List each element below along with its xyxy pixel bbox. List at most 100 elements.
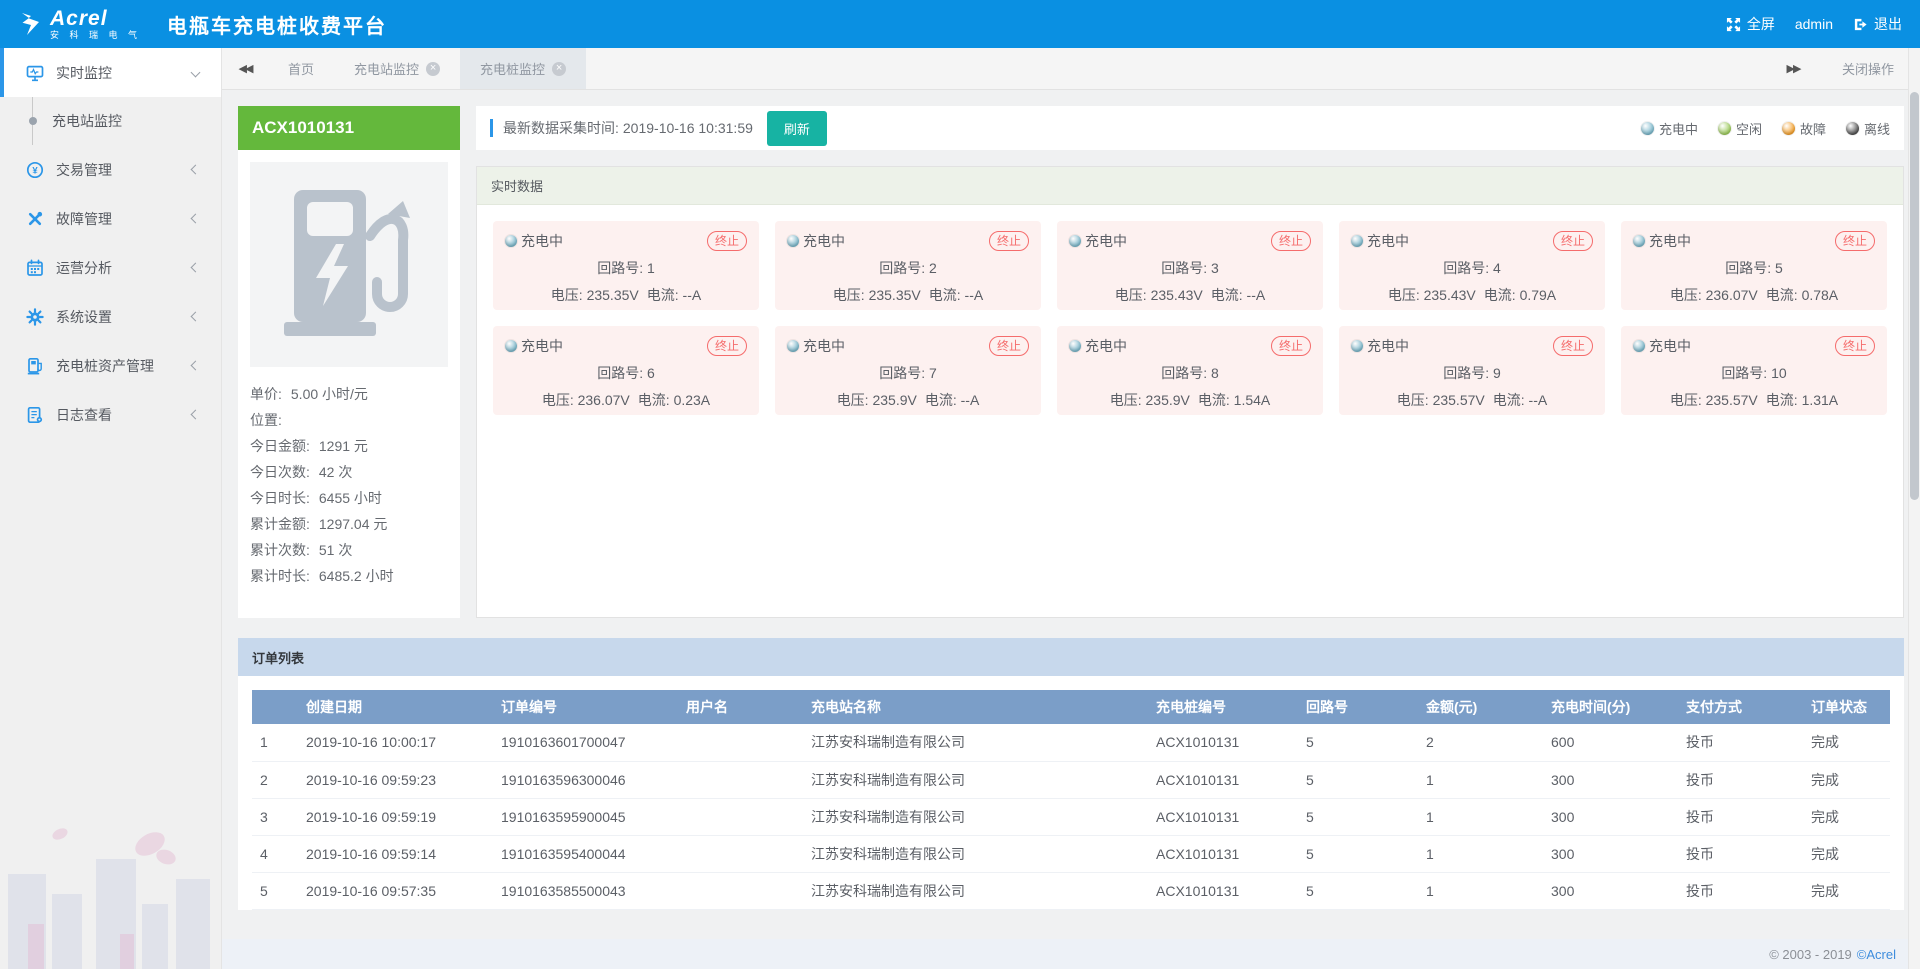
terminate-button[interactable]: 终止	[1553, 231, 1593, 251]
tabs-scroll-right-icon[interactable]	[1770, 48, 1816, 89]
station-stat-row: 今日时长: 6455 小时	[250, 485, 448, 511]
terminate-button[interactable]: 终止	[1553, 336, 1593, 356]
circuit-card: 充电中 终止 回路号: 1 电压: 235.35V电流: --A	[493, 221, 759, 310]
charging-status-icon	[1069, 340, 1081, 352]
card-status-label: 充电中	[521, 231, 563, 251]
cell-username	[678, 835, 803, 872]
table-row[interactable]: 2 2019-10-16 09:59:23 1910163596300046 江…	[252, 761, 1890, 798]
chevron-left-icon	[191, 361, 201, 371]
orders-panel-title: 订单列表	[238, 638, 1904, 676]
row-index: 2	[252, 761, 298, 798]
cell-pay-method: 投币	[1678, 798, 1803, 835]
sidebar-item-logs[interactable]: 日志查看	[0, 390, 221, 439]
circuit-card: 充电中 终止 回路号: 10 电压: 235.57V电流: 1.31A	[1621, 326, 1887, 415]
station-stat-row: 累计金额: 1297.04 元	[250, 511, 448, 537]
sidebar-item-charger-assets[interactable]: 充电桩资产管理	[0, 341, 221, 390]
orders-column-header: 订单编号	[493, 690, 678, 724]
tab-station-monitor[interactable]: 充电站监控	[334, 48, 460, 89]
card-status-label: 充电中	[521, 336, 563, 356]
orders-column-header: 支付方式	[1678, 690, 1803, 724]
charger-icon	[26, 357, 44, 375]
sidebar-item-realtime-monitor[interactable]: 实时监控	[0, 48, 221, 97]
table-row[interactable]: 3 2019-10-16 09:59:19 1910163595900045 江…	[252, 798, 1890, 835]
chevron-left-icon	[191, 312, 201, 322]
cell-circuit-no: 5	[1298, 798, 1418, 835]
cell-pay-method: 投币	[1678, 761, 1803, 798]
cell-station-name: 江苏安科瑞制造有限公司	[803, 835, 1148, 872]
legend-idle: 空闲	[1718, 119, 1762, 138]
cell-charge-minutes: 300	[1543, 761, 1678, 798]
tabbar-spacer	[586, 48, 1770, 89]
cell-username	[678, 872, 803, 909]
accent-bar	[490, 119, 493, 137]
sidebar-item-label: 系统设置	[56, 307, 112, 327]
table-row[interactable]: 1 2019-10-16 10:00:17 1910163601700047 江…	[252, 724, 1890, 761]
logo-main: Acrel	[50, 8, 141, 29]
card-status-label: 充电中	[1649, 231, 1691, 251]
sidebar-item-analytics[interactable]: 运营分析	[0, 243, 221, 292]
cell-amount: 1	[1418, 761, 1543, 798]
refresh-button[interactable]: 刷新	[767, 111, 827, 146]
chevron-left-icon	[191, 214, 201, 224]
station-panel: ACX1010131	[238, 106, 460, 618]
logout-label: 退出	[1874, 14, 1902, 34]
sidebar-subitem-station-monitor[interactable]: 充电站监控	[0, 97, 221, 145]
cell-amount: 1	[1418, 835, 1543, 872]
tabs-scroll-left-icon[interactable]	[222, 48, 268, 89]
card-status-label: 充电中	[1085, 231, 1127, 251]
close-icon[interactable]	[552, 62, 566, 76]
sidebar-item-faults[interactable]: 故障管理	[0, 194, 221, 243]
cell-username	[678, 761, 803, 798]
svg-text:¥: ¥	[32, 165, 38, 176]
row-index: 4	[252, 835, 298, 872]
station-body: 单价: 5.00 小时/元 位置: 今日金额: 1291 元 今日次数: 42 …	[238, 150, 460, 618]
terminate-button[interactable]: 终止	[1271, 231, 1311, 251]
transaction-icon: ¥	[26, 161, 44, 179]
index-column-header	[252, 690, 298, 724]
cell-circuit-no: 5	[1298, 835, 1418, 872]
sidebar-item-transactions[interactable]: ¥ 交易管理	[0, 145, 221, 194]
collect-info-bar: 最新数据采集时间: 2019-10-16 10:31:59 刷新 充电中	[476, 106, 1904, 150]
circuit-number-line: 回路号: 10	[1633, 363, 1875, 383]
cell-order-no: 1910163595900045	[493, 798, 678, 835]
terminate-button[interactable]: 终止	[707, 231, 747, 251]
stat-label: 单价:	[250, 381, 282, 407]
terminate-button[interactable]: 终止	[1835, 231, 1875, 251]
terminate-button[interactable]: 终止	[1835, 336, 1875, 356]
sidebar-item-settings[interactable]: 系统设置	[0, 292, 221, 341]
logout-button[interactable]: 退出	[1853, 14, 1902, 34]
station-stats: 单价: 5.00 小时/元 位置: 今日金额: 1291 元 今日次数: 42 …	[250, 381, 448, 589]
cell-order-status: 完成	[1803, 798, 1890, 835]
circuit-number-line: 回路号: 4	[1351, 258, 1593, 278]
stat-label: 累计时长:	[250, 563, 310, 589]
orders-table: 创建日期 订单编号 用户名 充电站名称 充电桩编号 回路号 金额(元) 充电时间…	[252, 690, 1890, 910]
charging-status-icon	[1633, 340, 1645, 352]
fullscreen-button[interactable]: 全屏	[1726, 14, 1775, 34]
close-operations-button[interactable]: 关闭操作	[1816, 48, 1920, 89]
terminate-button[interactable]: 终止	[989, 231, 1029, 251]
charging-status-icon	[787, 235, 799, 247]
cell-pile-no: ACX1010131	[1148, 761, 1298, 798]
tab-home[interactable]: 首页	[268, 48, 334, 89]
cell-pile-no: ACX1010131	[1148, 724, 1298, 761]
close-icon[interactable]	[426, 62, 440, 76]
table-row[interactable]: 4 2019-10-16 09:59:14 1910163595400044 江…	[252, 835, 1890, 872]
vertical-scrollbar[interactable]	[1908, 48, 1920, 969]
table-row[interactable]: 5 2019-10-16 09:57:35 1910163585500043 江…	[252, 872, 1890, 909]
circuit-number-line: 回路号: 5	[1633, 258, 1875, 278]
terminate-button[interactable]: 终止	[1271, 336, 1311, 356]
scrollbar-thumb[interactable]	[1910, 92, 1919, 500]
cell-pay-method: 投币	[1678, 835, 1803, 872]
card-status-label: 充电中	[803, 231, 845, 251]
cell-order-no: 1910163595400044	[493, 835, 678, 872]
topbar-actions: 全屏 admin 退出	[1726, 14, 1902, 34]
stat-value: 42 次	[319, 459, 352, 485]
terminate-button[interactable]: 终止	[707, 336, 747, 356]
offline-status-icon	[1846, 122, 1859, 135]
brand-link[interactable]: ©Acrel	[1857, 947, 1896, 962]
station-stat-row: 累计次数: 51 次	[250, 537, 448, 563]
terminate-button[interactable]: 终止	[989, 336, 1029, 356]
username[interactable]: admin	[1795, 16, 1833, 32]
tab-pile-monitor[interactable]: 充电桩监控	[460, 48, 586, 89]
charging-status-icon	[505, 235, 517, 247]
